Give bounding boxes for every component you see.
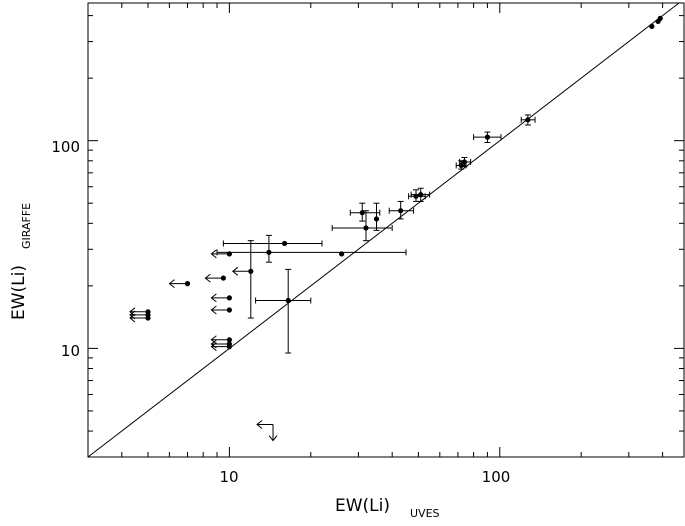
data-point xyxy=(373,202,380,231)
axis-ticks xyxy=(87,3,684,458)
x-axis-label: EW(Li) xyxy=(335,496,390,516)
plot-frame xyxy=(87,2,685,458)
x-tick-label-10: 10 xyxy=(219,468,238,486)
data-point xyxy=(129,313,151,323)
reference-line-group xyxy=(87,2,680,458)
upper-limit-arrowhead xyxy=(168,279,175,289)
upper-limit-arrowhead xyxy=(129,313,136,323)
upper-limit-arrowhead xyxy=(210,342,217,351)
point-marker xyxy=(373,216,380,222)
data-point xyxy=(459,156,472,168)
upper-limit-arrowhead xyxy=(231,266,239,276)
point-marker xyxy=(226,295,232,301)
x-axis-title: EW(Li) UVES xyxy=(335,496,440,520)
double-upper-limit-marker xyxy=(256,420,278,442)
point-marker xyxy=(418,191,424,198)
point-marker xyxy=(220,275,226,281)
point-marker xyxy=(145,315,151,321)
upper-limit-x-arrowhead xyxy=(256,420,263,429)
upper-limit-arrowhead xyxy=(210,305,217,315)
data-point xyxy=(168,279,191,289)
data-point xyxy=(657,15,663,21)
plot-border xyxy=(87,2,685,458)
data-point xyxy=(222,240,323,247)
data-point xyxy=(204,273,226,283)
upper-limit-y-arrowhead xyxy=(268,435,278,442)
upper-limit-arrowhead xyxy=(210,249,217,259)
data-point xyxy=(210,293,232,303)
data-point xyxy=(331,210,393,242)
data-point xyxy=(216,234,407,263)
upper-limit-arrowhead xyxy=(210,335,217,345)
point-marker xyxy=(184,281,191,287)
data-points-group xyxy=(129,15,663,442)
data-point xyxy=(649,23,655,29)
point-marker xyxy=(226,344,232,350)
point-marker xyxy=(461,159,468,165)
data-point xyxy=(349,202,381,222)
y-tick-label-10: 10 xyxy=(61,342,80,360)
point-marker xyxy=(657,15,663,21)
x-tick-label-100: 100 xyxy=(482,468,511,486)
point-marker xyxy=(338,251,345,257)
data-point xyxy=(210,305,232,315)
upper-limit-arrowhead xyxy=(210,293,217,303)
data-point xyxy=(210,335,232,345)
y-tick-label-100: 100 xyxy=(51,138,80,156)
data-point xyxy=(473,131,502,143)
point-marker xyxy=(226,337,232,343)
point-marker xyxy=(649,23,655,29)
data-point xyxy=(520,114,536,126)
point-marker xyxy=(285,297,291,304)
upper-limit-arrowhead xyxy=(204,273,211,283)
point-marker xyxy=(363,225,369,231)
data-point xyxy=(210,342,232,351)
data-point xyxy=(388,200,415,220)
one-to-one-line xyxy=(87,2,680,458)
point-marker xyxy=(226,307,232,313)
data-point xyxy=(210,249,232,259)
y-axis-label-sub: GIRAFFE xyxy=(20,203,33,249)
y-axis-title: EW(Li) GIRAFFE xyxy=(9,203,33,320)
y-axis-label: EW(Li) xyxy=(9,265,29,320)
point-marker xyxy=(484,134,491,140)
x-axis-label-sub: UVES xyxy=(410,507,440,520)
data-point xyxy=(231,240,254,319)
data-point xyxy=(410,187,431,202)
point-marker xyxy=(248,268,254,274)
point-marker xyxy=(525,117,531,123)
point-marker xyxy=(359,210,365,216)
data-point xyxy=(338,251,345,257)
point-marker xyxy=(398,208,404,214)
point-marker xyxy=(266,249,272,255)
point-marker xyxy=(281,240,288,247)
data-point xyxy=(255,268,312,354)
